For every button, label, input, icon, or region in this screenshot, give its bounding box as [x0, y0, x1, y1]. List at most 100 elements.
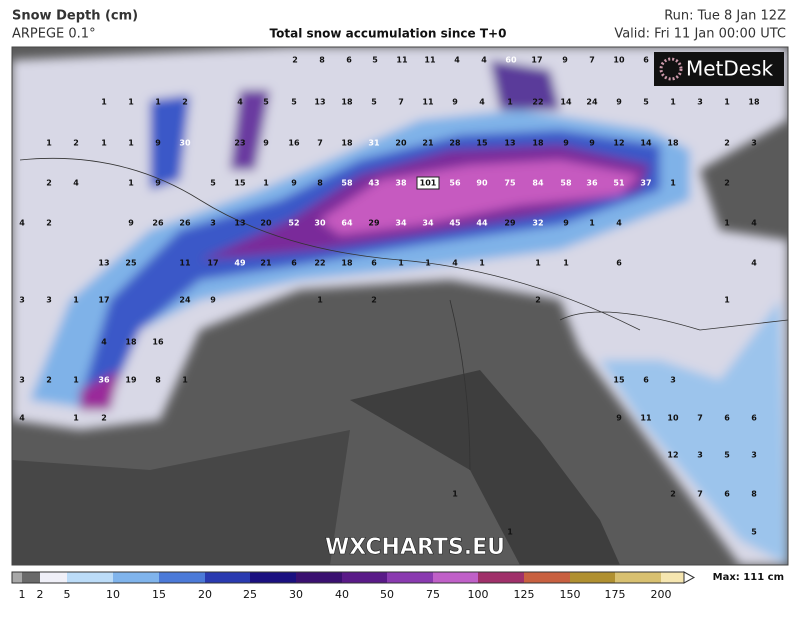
snow-depth-label: 2 [292, 56, 298, 65]
model: ARPEGE 0.1° [12, 27, 96, 42]
colorbar-segment [615, 572, 661, 583]
snow-depth-label: 14 [560, 98, 572, 107]
colorbar-label: 2 [37, 588, 44, 601]
map-frame [11, 46, 789, 566]
snow-depth-label: 4 [452, 259, 458, 268]
snow-depth-label: 11 [424, 56, 436, 65]
snow-depth-label: 6 [643, 376, 649, 385]
snow-depth-label: 2 [724, 139, 730, 148]
max: Max: 111 cm [713, 572, 784, 583]
snow-depth-label: 2 [46, 219, 52, 228]
snow-depth-label: 18 [532, 139, 544, 148]
snow-depth-label: 9 [616, 98, 622, 107]
snow-depth-label: 1 [479, 259, 485, 268]
valid: Valid: Fri 11 Jan 00:00 UTC [614, 27, 786, 42]
snow-depth-label: 4 [237, 98, 243, 107]
snow-depth-label: 1 [670, 179, 676, 188]
snow-depth-label: 21 [260, 259, 272, 268]
snow-depth-label: 7 [697, 414, 703, 423]
snow-depth-label: 10 [613, 56, 625, 65]
snow-depth-label: 6 [643, 56, 649, 65]
snow-depth-label: 4 [19, 219, 25, 228]
colorbar-label: 150 [560, 588, 581, 601]
snow-depth-label: 2 [182, 98, 188, 107]
snow-depth-label: 6 [751, 414, 757, 423]
snow-depth-label: 34 [422, 219, 434, 228]
snow-depth-label: 1 [155, 98, 161, 107]
snow-depth-label: 18 [341, 139, 353, 148]
max-box [416, 176, 440, 190]
snow-depth-label: 38 [395, 179, 407, 188]
snow-depth-label: 2 [46, 376, 52, 385]
snow-depth-label: 24 [586, 98, 598, 107]
colorbar-label: 15 [152, 588, 166, 601]
colorbar-segment [433, 572, 478, 583]
snow-depth-label: 2 [46, 179, 52, 188]
snow-depth-label: 45 [449, 219, 461, 228]
snow-depth-label: 17 [98, 296, 109, 305]
snow-depth-label: 44 [476, 219, 488, 228]
snow-depth-label: 4 [101, 338, 107, 347]
snow-depth-label: 6 [616, 259, 622, 268]
snow-depth-label: 4 [751, 259, 757, 268]
snow-depth-label: 5 [643, 98, 649, 107]
logo-box [654, 52, 784, 86]
snow-depth-label: 9 [263, 139, 269, 148]
snow-depth-label: 4 [751, 219, 757, 228]
snow-depth-label: 1 [398, 259, 404, 268]
snow-depth-label: 52 [288, 219, 299, 228]
colorbar-label: 5 [64, 588, 71, 601]
snow-depth-label: 9 [589, 139, 595, 148]
colorbar-segment [661, 572, 684, 583]
snow-depth-label: 31 [368, 139, 380, 148]
snow-depth-label: 18 [341, 98, 353, 107]
colorbar-label: 30 [289, 588, 303, 601]
snow-depth-label: 1 [73, 376, 79, 385]
colorbar-segment [342, 572, 387, 583]
snow-depth-label: 30 [179, 139, 191, 148]
snow-depth-label: 1 [724, 219, 730, 228]
snow-depth-label: 3 [751, 451, 757, 460]
snow-depth-label: 21 [422, 139, 434, 148]
snow-depth-label: 13 [314, 98, 325, 107]
snow-depth-label: 1 [128, 179, 134, 188]
snow-depth-label: 1 [724, 296, 730, 305]
snow-depth-label: 13 [234, 219, 245, 228]
snow-depth-label: 29 [368, 219, 380, 228]
snow-depth-label: 9 [616, 414, 622, 423]
snow-depth-label: 64 [341, 219, 353, 228]
snow-depth-label: 5 [372, 56, 378, 65]
snow-depth-label: 34 [395, 219, 407, 228]
snow-depth-label: 6 [291, 259, 297, 268]
snow-depth-label: 7 [589, 56, 595, 65]
colorbar-label: 20 [198, 588, 212, 601]
snow-depth-label: 9 [210, 296, 216, 305]
snow-depth-label: 20 [260, 219, 272, 228]
colorbar-segment [113, 572, 159, 583]
title: Snow Depth (cm) [12, 9, 138, 24]
colorbar-label: 25 [243, 588, 257, 601]
snow-depth-label: 1 [263, 179, 269, 188]
snow-depth-label: 11 [640, 414, 652, 423]
snow-depth-label: 25 [125, 259, 137, 268]
snow-depth-label: 5 [291, 98, 297, 107]
snow-depth-label: 9 [563, 219, 569, 228]
snow-depth-label: 9 [291, 179, 297, 188]
snow-depth-label: 8 [319, 56, 325, 65]
snow-depth-label: 2 [535, 296, 541, 305]
snow-depth-label: 4 [481, 56, 487, 65]
snow-depth-label: 4 [73, 179, 79, 188]
snow-depth-label: 1 [182, 376, 188, 385]
snow-depth-label: 18 [125, 338, 137, 347]
snow-depth-label: 1 [128, 98, 134, 107]
snow-depth-label: 8 [155, 376, 161, 385]
snow-depth-label: 23 [234, 139, 245, 148]
snow-depth-label: 13 [98, 259, 109, 268]
subtitle: Total snow accumulation since T+0 [270, 27, 507, 41]
colorbar-segment [387, 572, 433, 583]
colorbar-segment [296, 572, 342, 583]
snow-depth-label: 11 [179, 259, 191, 268]
snow-depth-label: 13 [504, 139, 515, 148]
snow-depth-label: 29 [504, 219, 516, 228]
